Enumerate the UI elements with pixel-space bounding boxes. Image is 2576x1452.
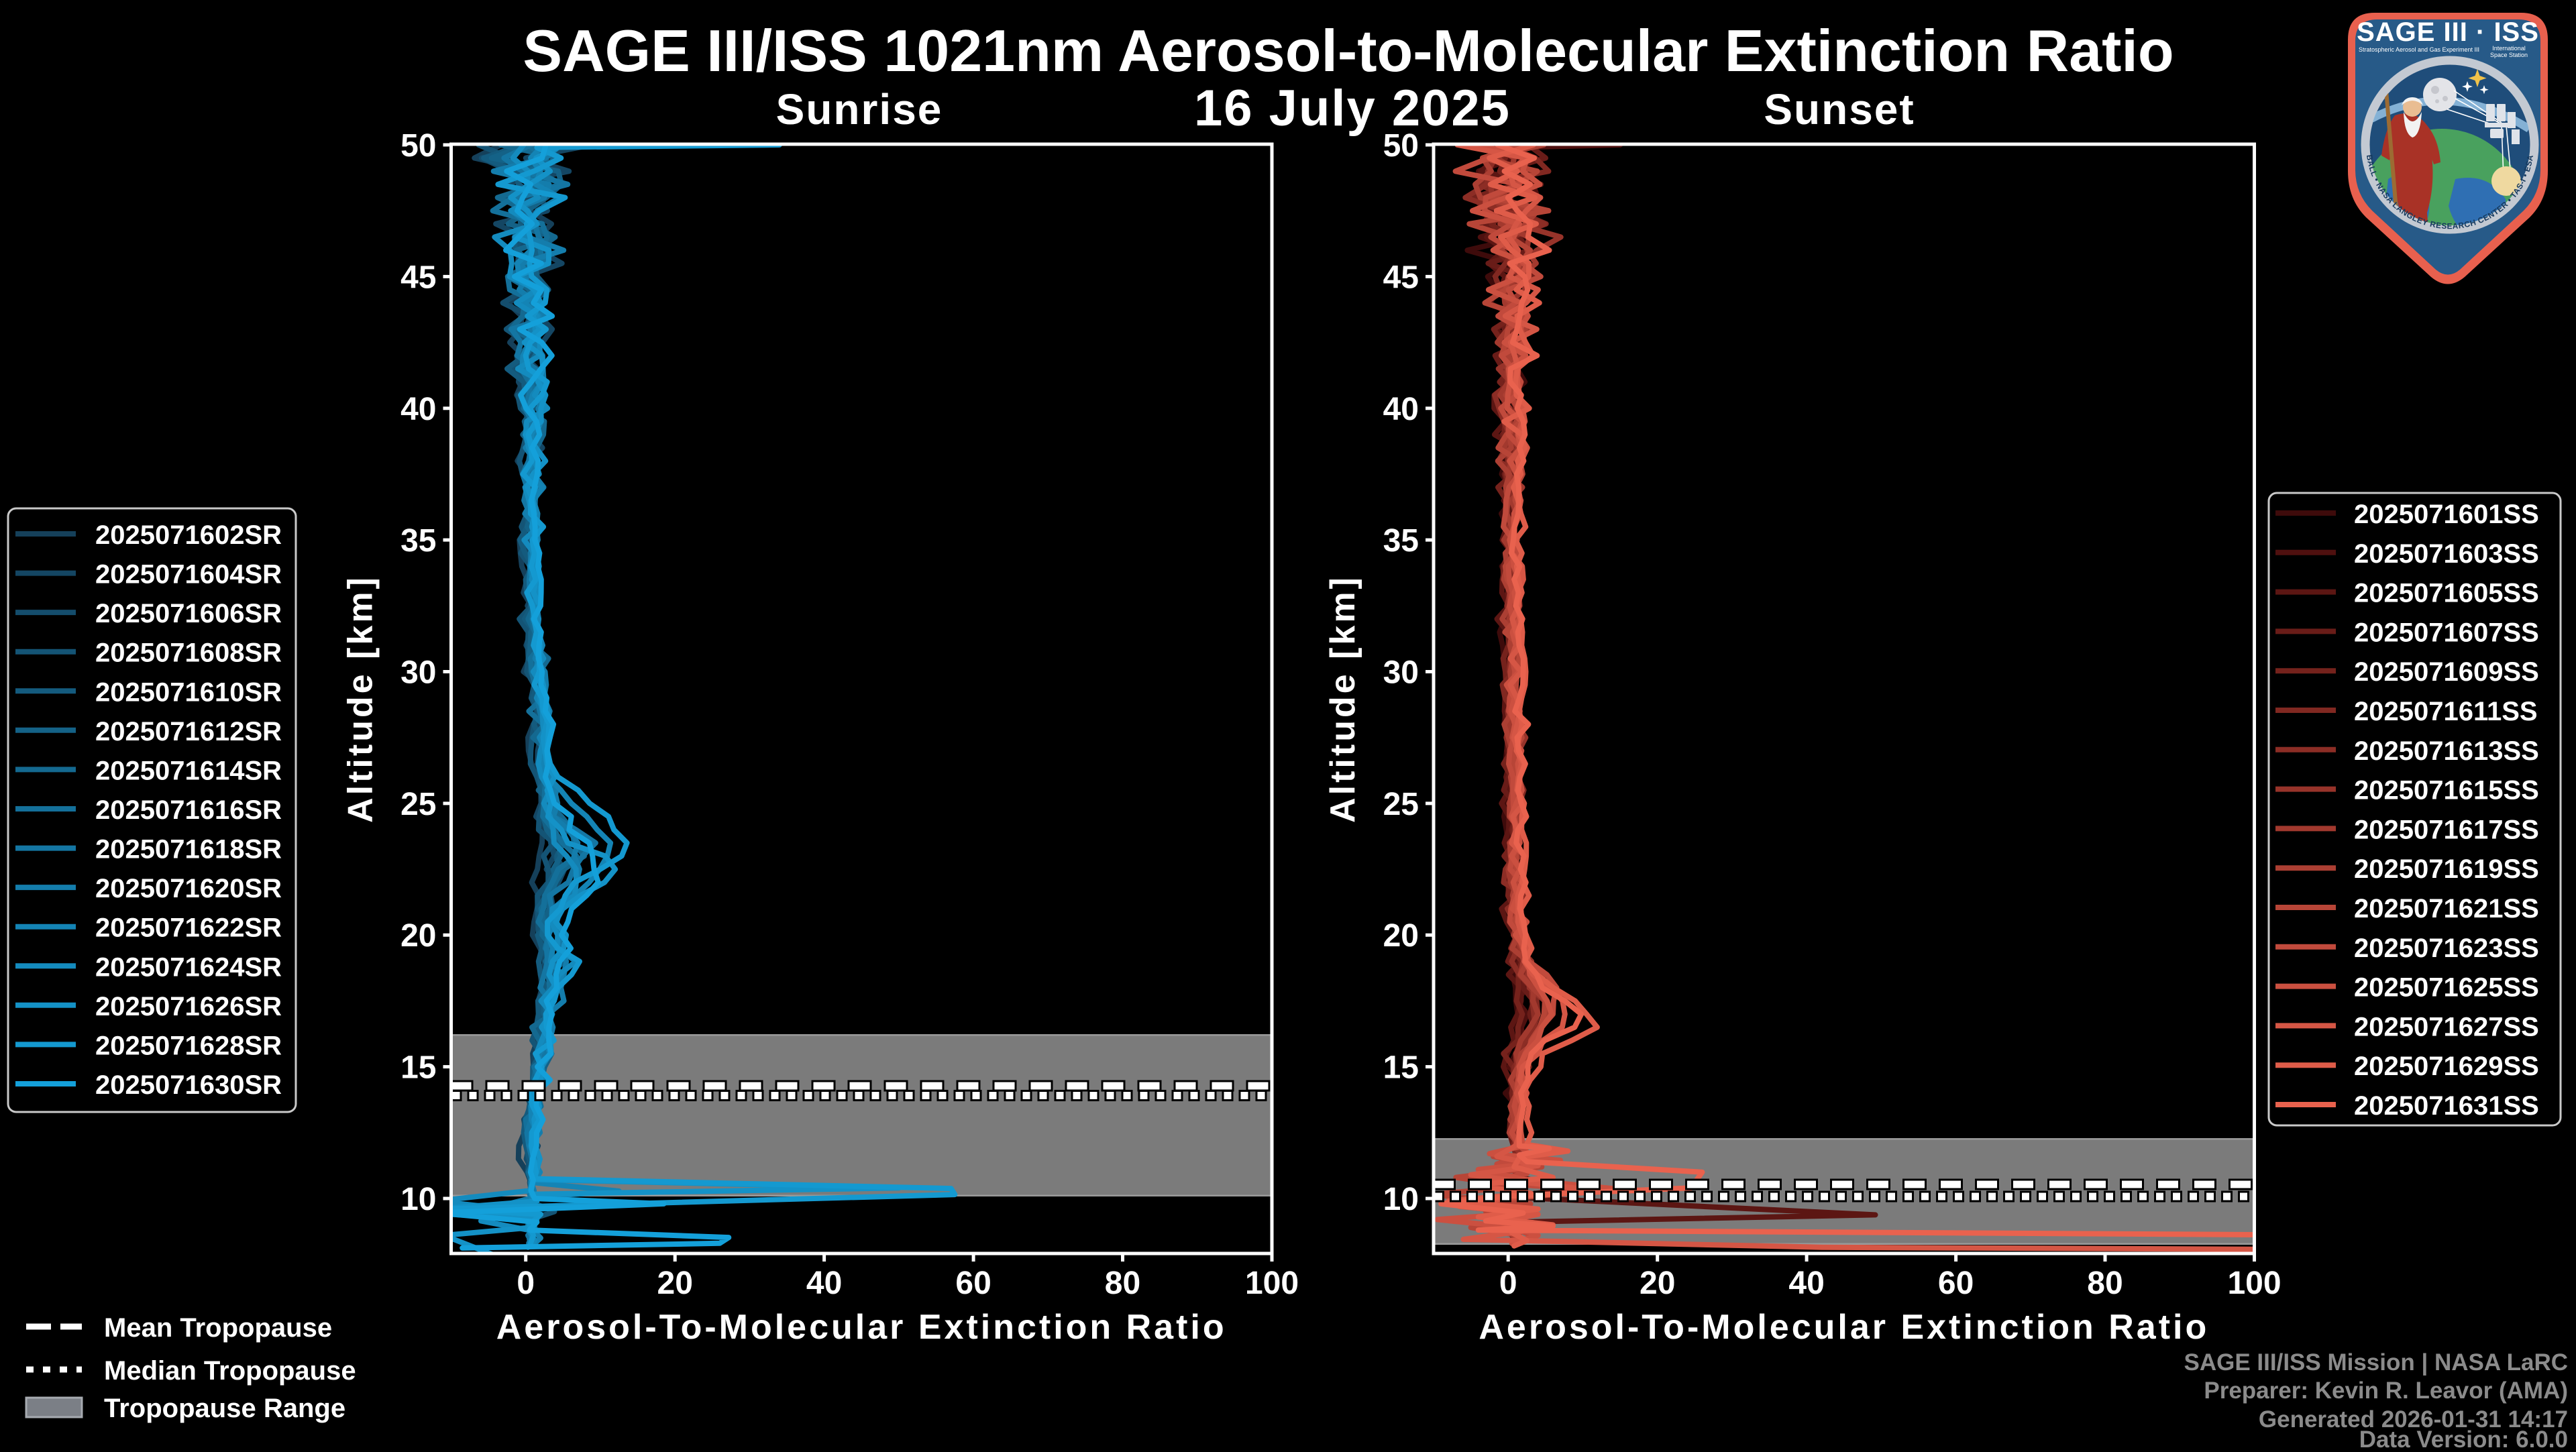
svg-text:20: 20 [400,918,436,954]
svg-text:Generated 2026-01-31 14:17: Generated 2026-01-31 14:17 [2259,1406,2568,1433]
svg-text:Data Version: 6.0.0: Data Version: 6.0.0 [2359,1427,2568,1449]
svg-text:45: 45 [1383,260,1419,295]
svg-text:Mean Tropopause: Mean Tropopause [104,1313,332,1343]
svg-text:Sunrise: Sunrise [776,85,943,133]
svg-text:2025071628SR: 2025071628SR [95,1031,282,1060]
svg-text:40: 40 [806,1266,842,1301]
svg-text:Space Station: Space Station [2490,52,2528,58]
svg-text:Tropopause Range: Tropopause Range [104,1394,345,1423]
svg-text:SAGE III/ISS 1021nm Aerosol-to: SAGE III/ISS 1021nm Aerosol-to-Molecular… [523,17,2174,84]
svg-text:40: 40 [1788,1266,1824,1301]
svg-text:2025071622SR: 2025071622SR [95,913,282,943]
svg-text:2025071613SS: 2025071613SS [2354,736,2539,766]
svg-text:2025071603SS: 2025071603SS [2354,539,2539,569]
svg-text:35: 35 [400,523,436,559]
svg-text:2025071614SR: 2025071614SR [95,756,282,785]
svg-text:25: 25 [1383,787,1419,822]
svg-text:30: 30 [400,655,436,691]
svg-text:2025071601SS: 2025071601SS [2354,500,2539,529]
svg-text:2025071627SS: 2025071627SS [2354,1012,2539,1042]
svg-text:Altitude [km]: Altitude [km] [341,575,380,823]
svg-text:2025071623SS: 2025071623SS [2354,934,2539,963]
svg-text:0: 0 [1499,1266,1517,1301]
svg-text:International: International [2492,45,2526,52]
svg-text:Stratospheric Aerosol and Gas: Stratospheric Aerosol and Gas Experiment… [2359,46,2479,53]
svg-text:Sunset: Sunset [1764,85,1915,133]
svg-text:2025071612SR: 2025071612SR [95,717,282,746]
svg-text:20: 20 [1640,1266,1675,1301]
svg-text:2025071605SS: 2025071605SS [2354,579,2539,608]
svg-text:2025071607SS: 2025071607SS [2354,618,2539,647]
svg-text:2025071602SR: 2025071602SR [95,520,282,550]
svg-text:2025071625SS: 2025071625SS [2354,973,2539,1003]
svg-text:2025071618SR: 2025071618SR [95,835,282,864]
svg-text:15: 15 [1383,1050,1419,1086]
svg-text:2025071610SR: 2025071610SR [95,677,282,707]
svg-text:2025071609SS: 2025071609SS [2354,657,2539,687]
svg-text:Altitude [km]: Altitude [km] [1324,575,1362,823]
svg-text:2025071626SR: 2025071626SR [95,992,282,1021]
svg-text:0: 0 [517,1266,535,1301]
svg-text:2025071615SS: 2025071615SS [2354,776,2539,805]
svg-text:2025071617SS: 2025071617SS [2354,815,2539,844]
svg-text:50: 50 [1383,128,1419,164]
svg-text:2025071608SR: 2025071608SR [95,638,282,668]
svg-text:16 July 2025: 16 July 2025 [1194,80,1511,137]
svg-text:SAGE III/ISS Mission | NASA La: SAGE III/ISS Mission | NASA LaRC [2184,1349,2568,1376]
svg-text:40: 40 [400,392,436,427]
svg-text:Preparer: Kevin R. Leavor (AMA: Preparer: Kevin R. Leavor (AMA) [2204,1378,2568,1404]
svg-text:2025071630SR: 2025071630SR [95,1070,282,1100]
svg-text:60: 60 [1938,1266,1974,1301]
svg-text:60: 60 [955,1266,991,1301]
svg-text:Median Tropopause: Median Tropopause [104,1356,356,1386]
svg-text:25: 25 [400,787,436,822]
svg-text:SAGE III · ISS: SAGE III · ISS [2357,17,2539,47]
svg-text:35: 35 [1383,523,1419,559]
svg-text:2025071606SR: 2025071606SR [95,599,282,628]
svg-text:2025071621SS: 2025071621SS [2354,894,2539,924]
svg-text:2025071616SR: 2025071616SR [95,795,282,825]
svg-text:40: 40 [1383,392,1419,427]
svg-text:100: 100 [2227,1266,2281,1301]
svg-text:2025071629SS: 2025071629SS [2354,1052,2539,1081]
svg-text:2025071620SR: 2025071620SR [95,874,282,903]
svg-text:15: 15 [400,1050,436,1086]
svg-text:2025071611SS: 2025071611SS [2354,697,2538,726]
svg-text:2025071624SR: 2025071624SR [95,952,282,982]
svg-text:Aerosol-To-Molecular Extinctio: Aerosol-To-Molecular Extinction Ratio [496,1308,1227,1347]
svg-text:10: 10 [1383,1182,1419,1217]
svg-text:50: 50 [400,128,436,164]
svg-text:20: 20 [1383,918,1419,954]
svg-text:2025071631SS: 2025071631SS [2354,1091,2539,1121]
svg-text:80: 80 [2087,1266,2123,1301]
svg-text:10: 10 [400,1182,436,1217]
svg-text:30: 30 [1383,655,1419,691]
svg-text:80: 80 [1105,1266,1140,1301]
svg-text:2025071604SR: 2025071604SR [95,560,282,590]
svg-text:100: 100 [1245,1266,1299,1301]
svg-text:45: 45 [400,260,436,295]
svg-text:2025071619SS: 2025071619SS [2354,854,2539,884]
svg-text:Aerosol-To-Molecular Extinctio: Aerosol-To-Molecular Extinction Ratio [1479,1308,2209,1347]
svg-text:20: 20 [657,1266,693,1301]
